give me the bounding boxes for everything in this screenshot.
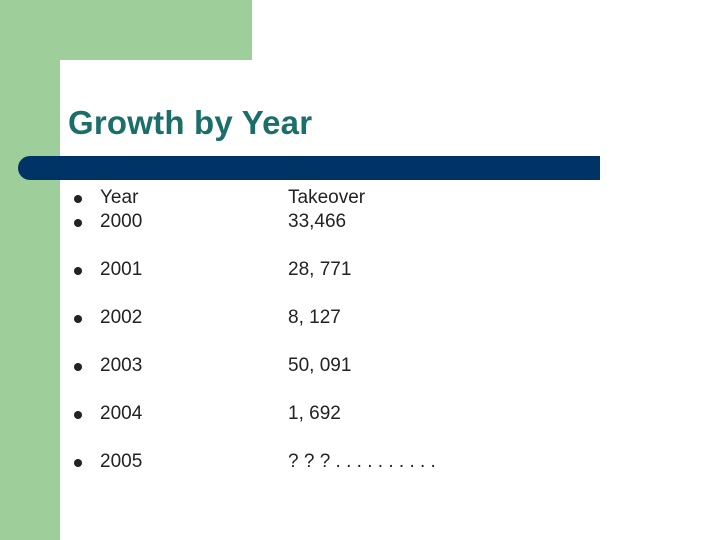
takeover-cell: 1, 692 (288, 403, 341, 424)
year-cell: 2003 (100, 355, 143, 376)
year-cell: Year (100, 187, 139, 208)
takeover-cell: ? ? ? . . . . . . . . . . (288, 451, 436, 472)
year-cell: 2004 (100, 403, 143, 424)
bullet-icon (74, 363, 82, 371)
takeover-cell: 8, 127 (288, 307, 341, 328)
takeover-cell: 50, 091 (288, 355, 352, 376)
bullet-icon (74, 219, 82, 227)
year-cell: 2002 (100, 307, 143, 328)
bullet-icon (74, 411, 82, 419)
decorative-green-sidebar (0, 0, 60, 540)
bullet-icon (74, 459, 82, 467)
bullet-list: Year Takeover 2000 33,466 2001 28, 771 2… (74, 0, 634, 540)
slide-title: Growth by Year (68, 104, 313, 141)
year-cell: 2000 (100, 211, 143, 232)
year-cell: 2001 (100, 259, 143, 280)
bullet-icon (74, 195, 82, 203)
takeover-cell: 33,466 (288, 211, 347, 232)
takeover-cell: Takeover (288, 187, 366, 208)
title-divider-bar (18, 156, 600, 180)
takeover-cell: 28, 771 (288, 259, 352, 280)
bullet-icon (74, 315, 82, 323)
bullet-icon (74, 267, 82, 275)
year-cell: 2005 (100, 451, 143, 472)
